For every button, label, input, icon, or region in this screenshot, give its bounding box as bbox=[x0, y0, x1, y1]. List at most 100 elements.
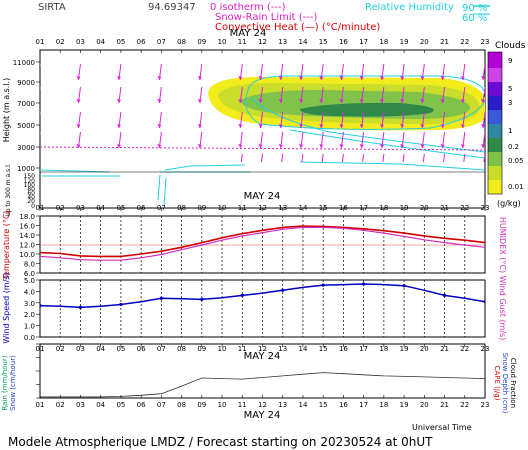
y-tick-label: 120 bbox=[24, 178, 36, 185]
y-tick-label: 10.0 bbox=[19, 251, 35, 259]
hour-label: 11 bbox=[238, 345, 247, 353]
humidex-line bbox=[40, 226, 485, 261]
hour-label: 22 bbox=[460, 38, 469, 46]
wind-arrowhead bbox=[298, 76, 303, 80]
wind-arrow bbox=[261, 153, 263, 163]
wind-arrowhead bbox=[481, 124, 485, 128]
colorbar-title: Clouds bbox=[495, 41, 526, 51]
cloud-xticks: 01 02 03 04 05 06 07 08 09 10 11 12 13 14 15 16 17 18 19 20… bbox=[36, 38, 489, 53]
legend-rh-90: 90 % bbox=[462, 3, 487, 14]
wind-arrowhead bbox=[319, 99, 324, 103]
hour-label: 07 bbox=[157, 38, 166, 46]
wind-arrow bbox=[422, 153, 425, 163]
wind-arrowhead bbox=[76, 76, 81, 80]
wind-arrowhead bbox=[379, 99, 384, 103]
hour-label: 11 bbox=[238, 401, 247, 409]
wind-arrowhead bbox=[157, 144, 162, 148]
cloud-fraction-line bbox=[40, 372, 485, 398]
clouds-panel: 01 02 03 04 05 06 07 08 09 10 11 12 13 14 15 16 17 18 19 20… bbox=[2, 28, 489, 217]
hour-label: 06 bbox=[137, 345, 146, 353]
wind-arrow bbox=[483, 153, 485, 163]
wind-point bbox=[321, 283, 325, 287]
hour-label: 12 bbox=[258, 401, 267, 409]
hour-label: 08 bbox=[177, 204, 186, 212]
wind-point bbox=[78, 305, 83, 309]
hour-label: 02 bbox=[56, 38, 65, 46]
y-tick-label: 20 bbox=[27, 198, 35, 205]
hour-label: 23 bbox=[481, 204, 490, 212]
hour-label: 14 bbox=[298, 38, 307, 46]
wind-arrowhead bbox=[339, 99, 344, 103]
temp-date-label: MAY 24 bbox=[244, 191, 281, 202]
hour-label: 03 bbox=[76, 204, 85, 212]
wind-speed-markers bbox=[40, 282, 485, 309]
station-name: SIRTA bbox=[38, 2, 66, 13]
rh-contour-low-2 bbox=[157, 174, 167, 206]
wind-barbs bbox=[40, 63, 485, 149]
hour-label: 04 bbox=[96, 204, 105, 212]
hour-label: 23 bbox=[481, 345, 490, 353]
wind-arrow bbox=[321, 153, 324, 163]
wind-point bbox=[200, 297, 204, 301]
hour-label: 18 bbox=[379, 204, 388, 212]
cloud-ylabel-lower: Up to 300 m a.s.l. bbox=[5, 163, 12, 216]
hour-label: 01 bbox=[36, 401, 45, 409]
wind-arrowhead bbox=[298, 144, 303, 148]
hour-label: 01 bbox=[36, 204, 45, 212]
y-tick-label: 18.0 bbox=[19, 213, 35, 221]
wind-arrow bbox=[382, 153, 385, 163]
wind-point bbox=[442, 293, 447, 297]
hour-label: 07 bbox=[157, 345, 166, 353]
hour-label: 13 bbox=[278, 204, 287, 212]
wind-arrowhead bbox=[481, 144, 485, 148]
colorbar-tick: 5 bbox=[508, 85, 512, 93]
wind-arrowhead bbox=[197, 76, 202, 80]
wind-speed-line bbox=[40, 283, 485, 309]
hour-label: 09 bbox=[197, 401, 206, 409]
colorbar-tick: 9 bbox=[508, 57, 512, 65]
snow-ylabel: Snow (cm/hour) bbox=[9, 355, 17, 411]
wind-arrowhead bbox=[197, 124, 202, 128]
wind-point bbox=[240, 293, 244, 297]
colorbar-unit: (g/kg) bbox=[497, 199, 521, 208]
wind-arrowhead bbox=[460, 99, 465, 103]
temperature-xticks: 01 02 03 04 05 06 07 08 09 10 11 12 13 14 15 16 17 18 19 20… bbox=[36, 204, 490, 212]
hour-label: 04 bbox=[96, 401, 105, 409]
y-tick-label: 0 bbox=[31, 203, 35, 210]
wind-panel: 5.0 4.0 3.0 2.0 1.0 0.0 Wind Speed (m/s) Wind… bbox=[2, 272, 507, 343]
hour-label: 05 bbox=[116, 401, 125, 409]
wind-arrowhead bbox=[258, 76, 263, 80]
colorbar-tick: 1 bbox=[508, 127, 512, 135]
wind-arrow bbox=[362, 153, 365, 163]
wind-arrowhead bbox=[440, 144, 445, 148]
hour-label: 09 bbox=[197, 38, 206, 46]
hour-label: 17 bbox=[359, 38, 368, 46]
wind-arrowhead bbox=[440, 76, 445, 80]
hour-label: 02 bbox=[56, 401, 65, 409]
wind-point bbox=[40, 304, 42, 308]
precip-xticks-top: 01 02 03 04 05 06 07 08 09 10 11 12 13 14 15 16 17 18 19 20… bbox=[36, 344, 490, 353]
wind-arrowhead bbox=[157, 124, 162, 128]
legend-convective: Convective Heat (—) (°C/minute) bbox=[215, 22, 380, 33]
hour-label: 12 bbox=[258, 38, 267, 46]
humidex-ylabel: HUMIDEX (°C) bbox=[498, 217, 507, 273]
y-tick-label: 14.0 bbox=[19, 232, 35, 240]
y-tick-label: 40 bbox=[27, 194, 35, 201]
wind-arrowhead bbox=[278, 144, 283, 148]
wind-arrowhead bbox=[116, 124, 121, 128]
hour-label: 08 bbox=[177, 401, 186, 409]
wind-arrowhead bbox=[278, 76, 283, 80]
wind-ylabel: Wind Speed (m/s) bbox=[2, 272, 11, 343]
hour-label: 20 bbox=[420, 38, 429, 46]
wind-arrowhead bbox=[359, 144, 364, 148]
wind-arrowhead bbox=[258, 144, 263, 148]
temperature-yticks: 18.0 16.014.0 12.010.0 8.06.0 bbox=[19, 213, 40, 278]
hour-label: 05 bbox=[116, 204, 125, 212]
hour-label: 06 bbox=[137, 38, 146, 46]
temperature-ylabel: Temperature (°C) bbox=[2, 210, 11, 280]
wind-arrowhead bbox=[197, 144, 202, 148]
rh-contour-right bbox=[299, 161, 485, 171]
y-tick-label: 12.0 bbox=[19, 242, 35, 250]
hour-label: 21 bbox=[440, 38, 449, 46]
hour-label: 01 bbox=[36, 38, 45, 46]
